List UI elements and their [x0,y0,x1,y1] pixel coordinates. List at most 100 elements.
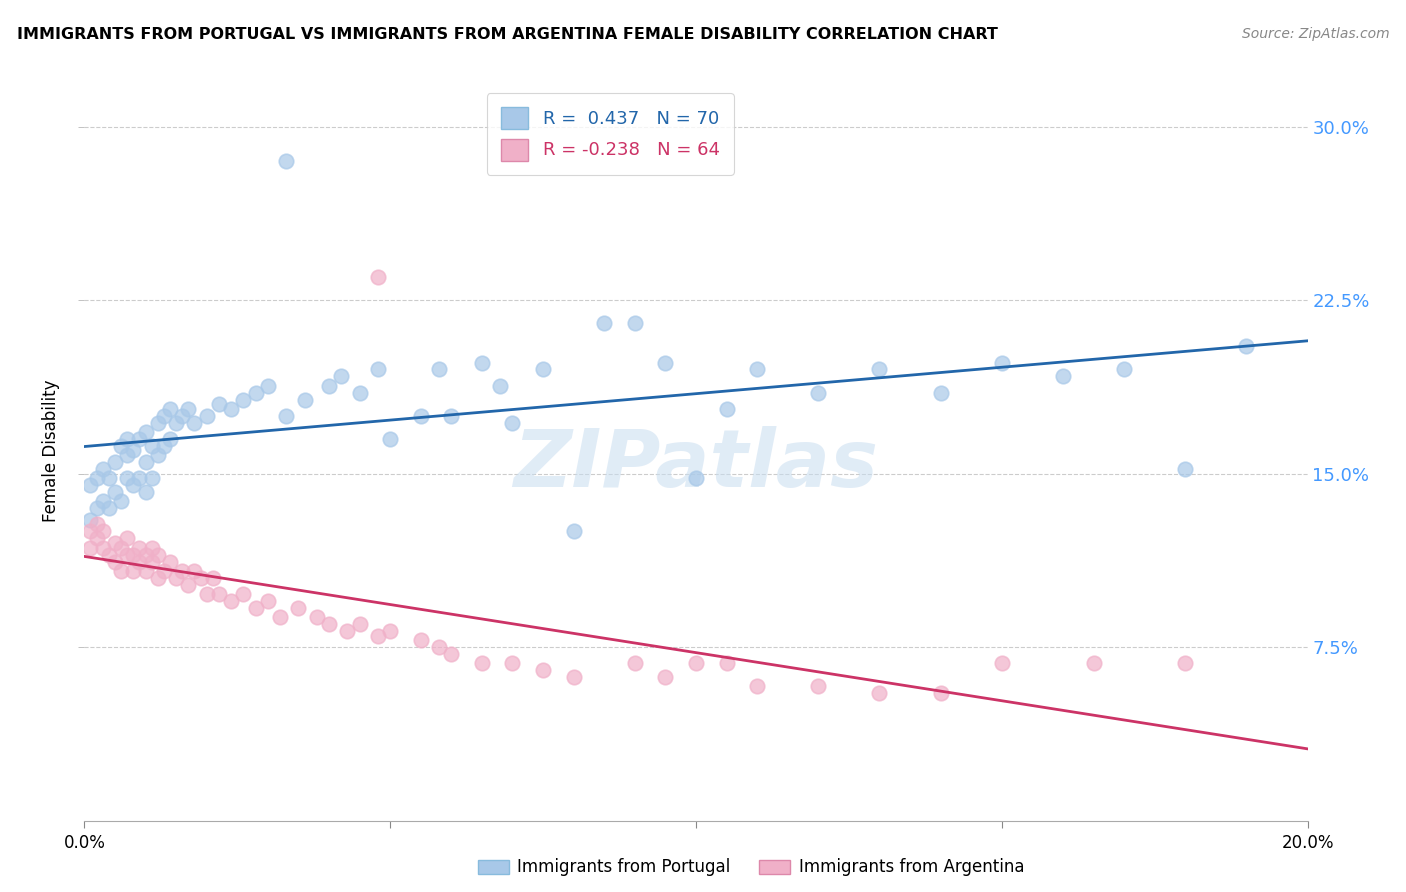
Point [624,316,647,330]
Point [97,548,120,562]
Point [502,657,524,671]
Point [141,439,163,453]
Point [294,392,316,407]
Point [159,432,181,446]
Point [201,571,224,585]
Point [91,524,114,539]
Point [165,416,187,430]
Point [153,564,176,578]
Point [135,485,157,500]
Point [807,680,830,694]
Point [110,541,132,555]
Point [79,478,101,492]
Point [122,564,145,578]
Text: 0.0%: 0.0% [63,834,105,852]
Point [159,554,181,569]
Point [869,362,891,376]
Point [115,532,138,546]
Point [91,462,114,476]
Point [427,640,450,654]
Point [86,501,108,516]
Point [409,633,432,648]
Point [380,432,402,446]
Point [115,432,138,446]
Point [869,686,891,700]
Point [991,657,1014,671]
Point [929,385,952,400]
Point [624,657,647,671]
Point [141,471,163,485]
Point [219,401,242,416]
Point [122,548,145,562]
Point [195,587,218,601]
Point [287,600,309,615]
Point [146,448,169,462]
Point [716,657,738,671]
Point [747,680,769,694]
Point [172,564,194,578]
Point [531,362,554,376]
Point [562,670,585,684]
Point [489,378,512,392]
Point [245,600,267,615]
Point [110,564,132,578]
Point [593,316,616,330]
Point [183,416,205,430]
Point [245,385,267,400]
Point [153,439,176,453]
Point [135,548,157,562]
Point [305,610,328,624]
Point [1174,462,1197,476]
Point [318,378,340,392]
Point [276,409,298,423]
Point [135,455,157,469]
Point [110,494,132,508]
Point [1236,339,1258,353]
Point [177,401,200,416]
Point [153,409,176,423]
Y-axis label: Female Disability: Female Disability [42,379,60,522]
Point [122,478,145,492]
Point [367,269,389,284]
Point [110,439,132,453]
Text: ZIPatlas: ZIPatlas [513,426,879,504]
Point [531,663,554,677]
Point [86,532,108,546]
Point [330,369,353,384]
Point [1052,369,1074,384]
Point [91,541,114,555]
Point [115,471,138,485]
Point [257,378,280,392]
Point [172,409,194,423]
Point [183,564,205,578]
Point [86,471,108,485]
Point [471,657,494,671]
Point [318,617,340,632]
Point [929,686,952,700]
Point [91,494,114,508]
Text: Immigrants from Argentina: Immigrants from Argentina [799,858,1024,876]
Point [141,541,163,555]
Point [232,392,254,407]
Text: IMMIGRANTS FROM PORTUGAL VS IMMIGRANTS FROM ARGENTINA FEMALE DISABILITY CORRELAT: IMMIGRANTS FROM PORTUGAL VS IMMIGRANTS F… [17,27,998,42]
Point [104,536,127,550]
Point [349,617,371,632]
Text: Source: ZipAtlas.com: Source: ZipAtlas.com [1241,27,1389,41]
Point [128,541,150,555]
Point [440,409,463,423]
Point [128,554,150,569]
Point [427,362,450,376]
Point [1114,362,1136,376]
Point [135,564,157,578]
Point [190,571,212,585]
Point [654,670,676,684]
Point [685,657,707,671]
Point [177,577,200,591]
Point [257,594,280,608]
Point [269,610,291,624]
Point [747,362,769,376]
Point [471,355,494,369]
Point [219,594,242,608]
Point [502,416,524,430]
Point [79,541,101,555]
